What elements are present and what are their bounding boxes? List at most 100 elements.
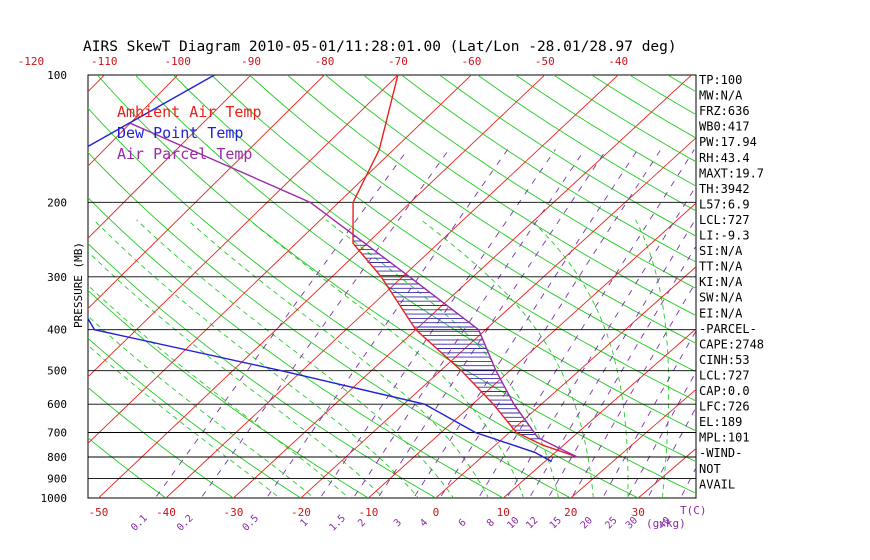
index-entry: L57:6.9: [699, 197, 750, 211]
mixing-ratio-tick-label: 8: [485, 517, 497, 529]
mixing-ratio-tick-label: 1: [299, 517, 311, 529]
dry-adiabat: [173, 75, 696, 432]
dry-adiabat: [363, 75, 696, 290]
isotherm: [88, 75, 105, 93]
bottom-temp-tick-label: -40: [156, 506, 176, 519]
mixing-ratio-tick-label: 0.1: [129, 513, 150, 534]
index-entry: PW:17.94: [699, 135, 757, 149]
top-temp-tick-label: -110: [91, 55, 118, 68]
mixing-ratio-unit-label: (g/kg): [646, 517, 686, 530]
bottom-temp-tick-label: 0: [433, 506, 440, 519]
isotherm: [367, 202, 696, 498]
index-entry: EL:189: [699, 415, 742, 429]
mixing-ratio-tick-label: 15: [548, 515, 564, 531]
index-entry: MAXT:19.7: [699, 166, 764, 180]
isotherm: [0, 56, 49, 516]
index-entry: AVAIL: [699, 477, 735, 491]
index-entry: NOT: [699, 462, 721, 476]
index-entry: EI:N/A: [699, 306, 743, 320]
top-temp-tick-label: -100: [164, 55, 191, 68]
isotherm: [165, 75, 619, 498]
y-axis-title: PRESSURE (MB): [72, 242, 85, 328]
top-temp-tick-label: -70: [388, 55, 408, 68]
pressure-tick-label: 600: [47, 398, 67, 411]
pressure-tick-label: 900: [47, 473, 67, 486]
moist-adiabat: [93, 219, 420, 498]
mixing-ratio-tick-label: 6: [457, 517, 469, 529]
pressure-tick-label: 100: [47, 69, 67, 82]
isotherm: [570, 388, 696, 498]
top-temp-tick-label: -80: [315, 55, 335, 68]
isotherm: [300, 137, 696, 498]
moist-adiabat: [88, 315, 315, 498]
air-parcel-temp-line: [129, 122, 578, 458]
top-temp-tick-label: -120: [18, 55, 45, 68]
pressure-tick-label: 500: [47, 365, 67, 378]
index-entry: SW:N/A: [699, 291, 743, 305]
index-entry: SI:N/A: [699, 244, 743, 258]
index-entry: LCL:727: [699, 213, 750, 227]
pressure-tick-label: 300: [47, 271, 67, 284]
dry-adiabat: [88, 437, 167, 498]
isotherm: [88, 75, 252, 239]
mixing-ratio-tick-label: 3: [392, 517, 404, 529]
index-entry: FRZ:636: [699, 104, 750, 118]
top-temp-tick-label: -40: [608, 55, 628, 68]
x-axis-unit-label: T(C): [680, 504, 707, 517]
isotherm: [232, 75, 693, 498]
dry-adiabat: [88, 386, 235, 498]
pressure-tick-label: 1000: [41, 492, 68, 505]
index-entry: MW:N/A: [699, 89, 743, 103]
dry-adiabat: [858, 75, 870, 507]
mixing-ratio-line: [352, 149, 586, 498]
isotherm: [435, 266, 696, 498]
legend-item-air-parcel-temp: Air Parcel Temp: [117, 145, 252, 163]
bottom-temp-tick-label: -50: [89, 506, 109, 519]
top-temp-tick-label: -50: [535, 55, 555, 68]
index-entry: WB0:417: [699, 120, 750, 134]
moist-adiabat: [530, 219, 629, 498]
bottom-temp-tick-label: -10: [358, 506, 378, 519]
index-entry: LFC:726: [699, 400, 750, 414]
dry-adiabat: [515, 75, 696, 187]
legend-item-ambient-air-temp: Ambient Air Temp: [117, 103, 262, 121]
top-temp-tick-label: -90: [241, 55, 261, 68]
pressure-tick-labels: 100 200 300 400 500 600 700 800 900 1000: [41, 69, 68, 505]
dry-adiabat: [820, 75, 870, 507]
bottom-temp-tick-labels: -50 -40 -30 -20 -10 0 10 20 30: [89, 506, 645, 519]
isotherm: [88, 75, 179, 167]
mixing-ratio-tick-label: 2: [356, 517, 368, 529]
dry-adiabat: [88, 337, 302, 498]
moist-adiabat: [88, 284, 350, 498]
pressure-tick-label: 200: [47, 196, 67, 209]
mixing-ratio-line: [506, 185, 696, 498]
moist-adiabat: [635, 219, 670, 498]
dry-adiabat: [782, 75, 870, 507]
bottom-temp-tick-label: -20: [291, 506, 311, 519]
bottom-temp-tick-label: 10: [497, 506, 510, 519]
mixing-ratio-tick-label: 4: [418, 517, 430, 529]
plot-frame: [87, 74, 697, 499]
index-entry: KI:N/A: [699, 275, 743, 289]
bottom-temp-tick-label: 20: [564, 506, 577, 519]
dry-adiabat: [88, 289, 370, 498]
dry-adiabat: [401, 75, 696, 263]
index-entry: -WIND-: [699, 446, 742, 460]
isotherm: [97, 75, 546, 498]
top-temp-tick-label: -60: [461, 55, 481, 68]
mixing-ratio-tick-label: 20: [579, 515, 595, 531]
legend: Ambient Air Temp Dew Point Temp Air Parc…: [117, 103, 262, 163]
index-entry: RH:43.4: [699, 151, 750, 165]
mixing-ratio-tick-label: 12: [524, 515, 540, 531]
mixing-ratio-line: [266, 149, 508, 498]
dry-adiabat: [88, 197, 505, 498]
index-entry: CAPE:2748: [699, 337, 764, 351]
chart-title: AIRS SkewT Diagram 2010-05-01/11:28:01.0…: [83, 39, 677, 55]
index-entry: LCL:727: [699, 368, 750, 382]
pressure-tick-label: 400: [47, 324, 67, 337]
mixing-ratio-tick-label: 1.5: [327, 513, 348, 534]
isotherm: [752, 56, 870, 516]
isotherm: [502, 328, 696, 498]
